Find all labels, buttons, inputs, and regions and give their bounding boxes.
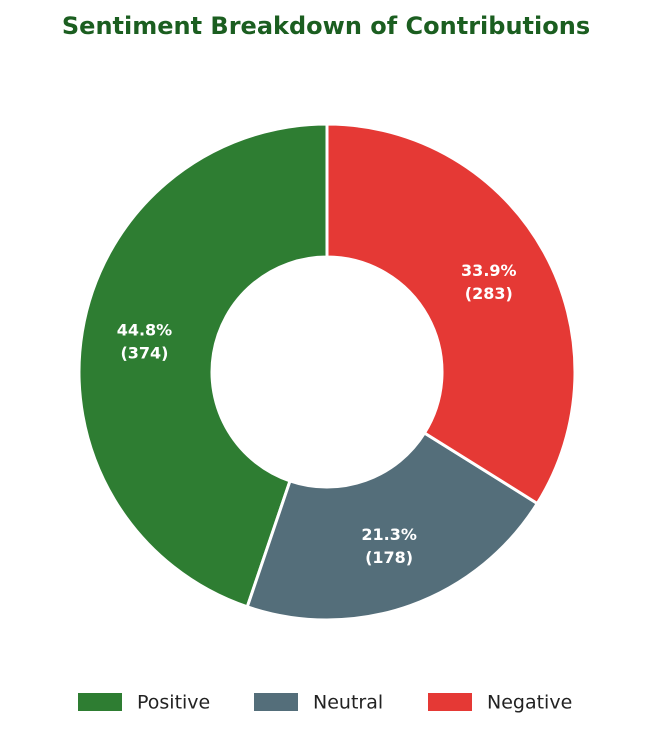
- legend-label: Neutral: [313, 692, 383, 714]
- legend-swatch: [428, 693, 472, 711]
- percent-label: 21.3%: [361, 525, 417, 544]
- donut-slice: [245, 430, 540, 622]
- donut-slice: [77, 122, 329, 609]
- value-label: (178): [365, 548, 413, 567]
- percent-label: 33.9%: [461, 261, 517, 280]
- chart-title: Sentiment Breakdown of Contributions: [62, 12, 590, 40]
- donut-slice: [325, 122, 577, 506]
- value-label: (283): [465, 284, 513, 303]
- percent-label: 44.8%: [117, 320, 173, 339]
- legend-swatch: [78, 693, 122, 711]
- legend-swatch: [254, 693, 298, 711]
- legend-label: Negative: [487, 692, 572, 714]
- legend-label: Positive: [137, 692, 210, 714]
- value-label: (374): [120, 343, 168, 362]
